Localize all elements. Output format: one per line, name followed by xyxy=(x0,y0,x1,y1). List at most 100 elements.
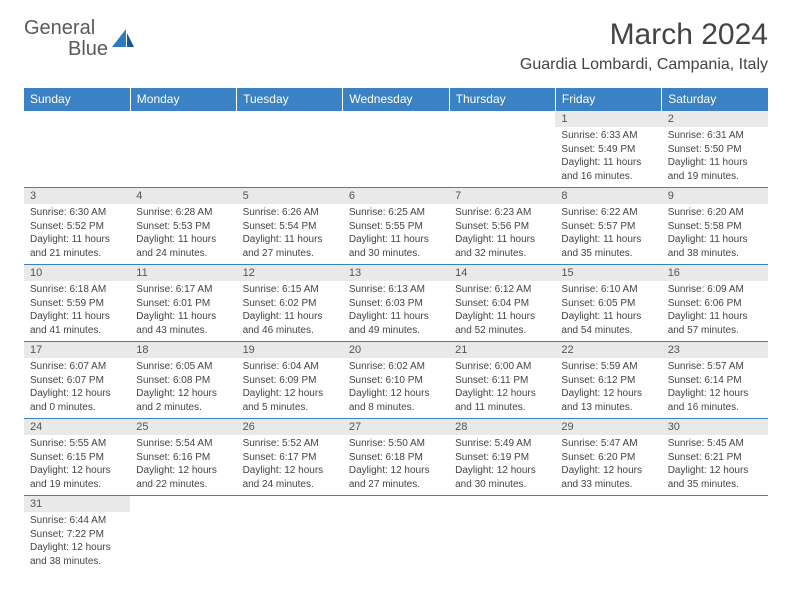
sunrise-text: Sunrise: 6:10 AM xyxy=(561,283,655,297)
title-block: March 2024 Guardia Lombardi, Campania, I… xyxy=(520,18,768,74)
sunrise-text: Sunrise: 6:33 AM xyxy=(561,129,655,143)
daylight-text-2: and 24 minutes. xyxy=(243,478,337,492)
daylight-text-2: and 22 minutes. xyxy=(136,478,230,492)
sunrise-text: Sunrise: 5:55 AM xyxy=(30,437,124,451)
daylight-text-1: Daylight: 11 hours xyxy=(668,156,762,170)
day-number-cell: 1 xyxy=(555,111,661,128)
brand-name-2: Blue xyxy=(68,38,108,60)
daylight-text-1: Daylight: 11 hours xyxy=(349,310,443,324)
day-data-cell xyxy=(662,512,768,572)
day-data-cell xyxy=(237,512,343,572)
day-number-cell: 14 xyxy=(449,265,555,282)
daylight-text-1: Daylight: 12 hours xyxy=(243,464,337,478)
day-number-cell: 31 xyxy=(24,496,130,513)
daylight-text-2: and 24 minutes. xyxy=(136,247,230,261)
daylight-text-2: and 54 minutes. xyxy=(561,324,655,338)
daylight-text-1: Daylight: 11 hours xyxy=(30,310,124,324)
daylight-text-1: Daylight: 11 hours xyxy=(136,310,230,324)
sunset-text: Sunset: 6:07 PM xyxy=(30,374,124,388)
sunset-text: Sunset: 7:22 PM xyxy=(30,528,124,542)
daylight-text-2: and 35 minutes. xyxy=(561,247,655,261)
day-number-cell xyxy=(237,111,343,128)
day-data-cell: Sunrise: 6:31 AMSunset: 5:50 PMDaylight:… xyxy=(662,127,768,188)
day-number-cell: 29 xyxy=(555,419,661,436)
weekday-header: Sunday xyxy=(24,88,130,111)
sunrise-text: Sunrise: 5:50 AM xyxy=(349,437,443,451)
weekday-header: Wednesday xyxy=(343,88,449,111)
sunrise-text: Sunrise: 6:00 AM xyxy=(455,360,549,374)
daylight-text-2: and 52 minutes. xyxy=(455,324,549,338)
day-data-cell: Sunrise: 6:33 AMSunset: 5:49 PMDaylight:… xyxy=(555,127,661,188)
daylight-text-1: Daylight: 11 hours xyxy=(455,310,549,324)
daylight-text-1: Daylight: 12 hours xyxy=(455,464,549,478)
daylight-text-1: Daylight: 11 hours xyxy=(561,156,655,170)
day-data-cell: Sunrise: 5:49 AMSunset: 6:19 PMDaylight:… xyxy=(449,435,555,496)
sunrise-text: Sunrise: 6:09 AM xyxy=(668,283,762,297)
daylight-text-1: Daylight: 12 hours xyxy=(136,387,230,401)
daylight-text-1: Daylight: 12 hours xyxy=(349,464,443,478)
day-number-cell: 3 xyxy=(24,188,130,205)
daylight-text-2: and 21 minutes. xyxy=(30,247,124,261)
day-number-cell: 20 xyxy=(343,342,449,359)
calendar-body: 12Sunrise: 6:33 AMSunset: 5:49 PMDayligh… xyxy=(24,111,768,573)
sunset-text: Sunset: 6:02 PM xyxy=(243,297,337,311)
day-number-cell: 9 xyxy=(662,188,768,205)
day-number-cell: 2 xyxy=(662,111,768,128)
day-number-cell: 27 xyxy=(343,419,449,436)
day-data-row: Sunrise: 6:30 AMSunset: 5:52 PMDaylight:… xyxy=(24,204,768,265)
weekday-header: Tuesday xyxy=(237,88,343,111)
day-data-cell xyxy=(130,512,236,572)
daylight-text-1: Daylight: 12 hours xyxy=(136,464,230,478)
day-number-cell: 12 xyxy=(237,265,343,282)
day-data-cell: Sunrise: 6:25 AMSunset: 5:55 PMDaylight:… xyxy=(343,204,449,265)
day-data-cell: Sunrise: 5:52 AMSunset: 6:17 PMDaylight:… xyxy=(237,435,343,496)
sunrise-text: Sunrise: 6:18 AM xyxy=(30,283,124,297)
sunset-text: Sunset: 5:59 PM xyxy=(30,297,124,311)
sunset-text: Sunset: 5:49 PM xyxy=(561,143,655,157)
day-number-cell: 10 xyxy=(24,265,130,282)
day-number-cell: 19 xyxy=(237,342,343,359)
day-data-cell: Sunrise: 6:00 AMSunset: 6:11 PMDaylight:… xyxy=(449,358,555,419)
sunset-text: Sunset: 6:08 PM xyxy=(136,374,230,388)
sunset-text: Sunset: 6:06 PM xyxy=(668,297,762,311)
day-data-row: Sunrise: 6:44 AMSunset: 7:22 PMDaylight:… xyxy=(24,512,768,572)
daylight-text-2: and 11 minutes. xyxy=(455,401,549,415)
daylight-text-1: Daylight: 12 hours xyxy=(561,464,655,478)
location-subtitle: Guardia Lombardi, Campania, Italy xyxy=(520,56,768,74)
day-number-cell: 6 xyxy=(343,188,449,205)
sunset-text: Sunset: 6:03 PM xyxy=(349,297,443,311)
day-data-row: Sunrise: 6:18 AMSunset: 5:59 PMDaylight:… xyxy=(24,281,768,342)
sunset-text: Sunset: 6:12 PM xyxy=(561,374,655,388)
day-number-cell: 18 xyxy=(130,342,236,359)
day-data-cell: Sunrise: 5:54 AMSunset: 6:16 PMDaylight:… xyxy=(130,435,236,496)
day-number-cell: 16 xyxy=(662,265,768,282)
day-number-cell: 22 xyxy=(555,342,661,359)
sunset-text: Sunset: 6:15 PM xyxy=(30,451,124,465)
day-number-cell: 24 xyxy=(24,419,130,436)
sunset-text: Sunset: 6:01 PM xyxy=(136,297,230,311)
sunset-text: Sunset: 5:50 PM xyxy=(668,143,762,157)
sunrise-text: Sunrise: 6:02 AM xyxy=(349,360,443,374)
daylight-text-2: and 41 minutes. xyxy=(30,324,124,338)
day-number-cell xyxy=(130,496,236,513)
daylight-text-2: and 19 minutes. xyxy=(30,478,124,492)
day-number-row: 10111213141516 xyxy=(24,265,768,282)
daylight-text-1: Daylight: 11 hours xyxy=(30,233,124,247)
day-number-cell: 28 xyxy=(449,419,555,436)
day-number-row: 3456789 xyxy=(24,188,768,205)
sunrise-text: Sunrise: 5:52 AM xyxy=(243,437,337,451)
sunrise-text: Sunrise: 5:59 AM xyxy=(561,360,655,374)
day-data-cell: Sunrise: 6:04 AMSunset: 6:09 PMDaylight:… xyxy=(237,358,343,419)
weekday-header: Friday xyxy=(555,88,661,111)
day-data-cell: Sunrise: 6:22 AMSunset: 5:57 PMDaylight:… xyxy=(555,204,661,265)
day-data-cell xyxy=(343,512,449,572)
calendar-table: Sunday Monday Tuesday Wednesday Thursday… xyxy=(24,88,768,572)
sunset-text: Sunset: 6:10 PM xyxy=(349,374,443,388)
daylight-text-1: Daylight: 12 hours xyxy=(561,387,655,401)
day-number-cell xyxy=(130,111,236,128)
daylight-text-1: Daylight: 12 hours xyxy=(668,387,762,401)
day-number-cell xyxy=(449,496,555,513)
day-data-cell: Sunrise: 5:55 AMSunset: 6:15 PMDaylight:… xyxy=(24,435,130,496)
sunrise-text: Sunrise: 6:15 AM xyxy=(243,283,337,297)
sunset-text: Sunset: 5:56 PM xyxy=(455,220,549,234)
